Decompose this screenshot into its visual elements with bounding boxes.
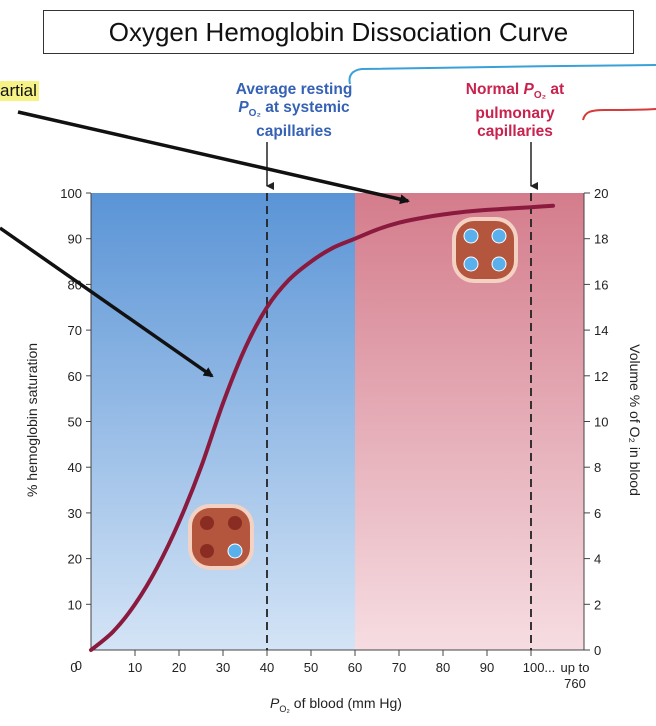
y-tick-label: 50 — [68, 415, 82, 430]
x-tick-label: 100... — [523, 660, 556, 675]
x-axis: 0 10 20 30 40 50 60 70 80 90 100... up to 760 — [70, 649, 590, 691]
y-right-tick-label: 0 — [594, 643, 601, 658]
x-tick-label: 50 — [304, 660, 318, 675]
pointer-arrow-middle — [0, 226, 214, 378]
y-tick-label: 70 — [68, 323, 82, 338]
dissociation-curve — [89, 203, 555, 652]
chart-title: Oxygen Hemoglobin Dissociation Curve — [43, 10, 634, 54]
pointer-arrow-top — [17, 110, 410, 205]
annotation-systemic: Average resting PO₂ at systemic capillar… — [235, 81, 353, 141]
y-right-tick-label: 20 — [594, 186, 608, 201]
y-right-tick-label: 2 — [594, 597, 601, 612]
y-right-tick-label: 10 — [594, 415, 608, 430]
y-right-tick-label: 14 — [594, 323, 608, 338]
y-right-tick-label: 16 — [594, 277, 608, 292]
x-tick-label: 30 — [216, 660, 230, 675]
y-tick-label: 90 — [68, 232, 82, 247]
hemoglobin-full-icon — [452, 217, 518, 283]
y-right-tick-label: 18 — [594, 232, 608, 247]
x-tick-label: 0 — [70, 660, 77, 675]
x-tick-label: 60 — [348, 660, 362, 675]
pen-stroke-blue — [348, 64, 656, 85]
x-tick-label: 90 — [480, 660, 494, 675]
x-tick-label: 80 — [436, 660, 450, 675]
pen-stroke-red — [582, 108, 656, 121]
region-systemic — [91, 193, 355, 650]
x-tick-label: 10 — [128, 660, 142, 675]
y-tick-label: 20 — [68, 552, 82, 567]
y-axis-right-label: Volume % of O₂ in blood — [627, 344, 643, 496]
y-tick-label: 30 — [68, 506, 82, 521]
y-right-tick-label: 8 — [594, 460, 601, 475]
x-tick-label: 70 — [392, 660, 406, 675]
y-right-tick-label: 12 — [594, 369, 608, 384]
highlighted-note: artial — [0, 81, 39, 101]
x-tick-label: 20 — [172, 660, 186, 675]
annotation-pulmonary: Normal PO₂ at pulmonary capillaries — [465, 81, 565, 141]
y-tick-label: 40 — [68, 460, 82, 475]
y-tick-label-0: 0 — [75, 658, 82, 673]
y-axis-left-label: % hemoglobin saturation — [24, 343, 40, 497]
y-right-tick-label: 4 — [594, 552, 601, 567]
right-axis: 0 2 4 6 8 10 12 14 16 18 20 — [583, 186, 608, 658]
y-tick-label: 60 — [68, 369, 82, 384]
x-tick-label: 40 — [260, 660, 274, 675]
y-tick-label: 100 — [60, 186, 82, 201]
x-axis-label: PO₂ of blood (mm Hg) — [270, 695, 402, 714]
x-tick-label-max: up to 760 — [561, 660, 590, 691]
y-right-tick-label: 6 — [594, 506, 601, 521]
hemoglobin-low-icon — [188, 504, 254, 570]
y-tick-label: 10 — [68, 597, 82, 612]
